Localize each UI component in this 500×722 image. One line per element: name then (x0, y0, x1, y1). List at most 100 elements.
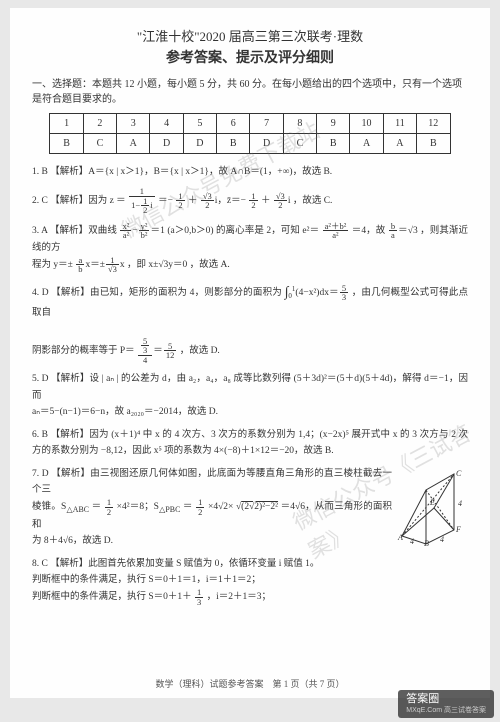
cell: C (83, 134, 116, 154)
fraction: 12 (176, 192, 184, 210)
fraction: 12 (105, 498, 113, 516)
fraction: 512 (164, 342, 177, 360)
title-line1: "江淮十校"2020 届高三第三次联考·理数 (32, 26, 468, 45)
q-text: 【解析】因为 z ＝ (50, 196, 125, 206)
question-2: 2. C 【解析】因为 z ＝ 11−12i ＝− 12 ＋ √32i，z̄＝−… (32, 187, 468, 215)
title-line2: 参考答案、提示及评分细则 (32, 47, 468, 67)
cell: 3 (117, 114, 150, 134)
fraction: 13 (195, 588, 203, 606)
cell: 9 (317, 114, 350, 134)
question-1: 1. B 【解析】A＝{x | x＞1}，B＝{x | x＞1}，故 A∩B＝(… (32, 164, 468, 180)
q-text: ，故选 D. (180, 346, 220, 356)
diagram-label: 4 (440, 535, 444, 544)
logo-text: 答案圈 (406, 693, 439, 705)
diagram-label: B (424, 539, 429, 546)
fraction: 1√3 (106, 256, 119, 274)
q-text: 【解析】因为 (x＋1)⁴ 中 x 的 4 次方、3 次方的系数分别为 1,4；… (32, 430, 468, 456)
q-num: 1. B (32, 167, 48, 177)
q-text: 【解析】设 | aₙ | 的公差为 d，由 a₂，a₄，a₈ 成等比数列得 (5… (32, 374, 468, 400)
diagram-label: E (429, 498, 435, 507)
fraction: 53 (340, 284, 348, 302)
q-text: 【解析】由三视图还原几何体如图，此底面为等腰直角三角形的直三棱柱截去一个三 (32, 469, 392, 495)
cell: B (417, 134, 451, 154)
q-num: 6. B (32, 430, 48, 440)
cell: 2 (83, 114, 116, 134)
fraction: 12 (196, 498, 204, 516)
q-text: ，故选 C. (293, 196, 333, 206)
cell: B (50, 134, 83, 154)
question-6: 6. B 【解析】因为 (x＋1)⁴ 中 x 的 4 次方、3 次方的系数分别为… (32, 427, 468, 459)
fraction: y²b² (139, 222, 150, 240)
q-num: 4. D (32, 288, 49, 298)
cell: D (250, 134, 283, 154)
page: 微信公众号免费下载站 微信公众号《三试答案》 "江淮十校"2020 届高三第三次… (10, 8, 490, 698)
diagram-label: A (397, 533, 403, 542)
question-5: 5. D 【解析】设 | aₙ | 的公差为 d，由 a₂，a₄，a₈ 成等比数… (32, 371, 468, 419)
q-text: 程为 y＝± (32, 260, 73, 270)
cell: B (317, 134, 350, 154)
q-text: ＝ (92, 503, 102, 513)
cell: 4 (150, 114, 183, 134)
fraction: ba (389, 222, 397, 240)
q-text: ＝ (183, 503, 193, 513)
question-3: 3. A 【解析】双曲线 x²a²−y²b²＝1 (a＞0,b＞0) 的离心率是… (32, 222, 468, 274)
fraction: 11−12i (129, 187, 155, 215)
cell: C (283, 134, 316, 154)
section-1-heading: 一、选择题：本题共 12 小题，每小题 5 分，共 60 分。在每小题给出的四个… (32, 77, 468, 107)
cell: A (117, 134, 150, 154)
q-text: ＝4，故 (352, 226, 386, 236)
diagram-label: C (456, 469, 462, 478)
cell: 11 (383, 114, 416, 134)
q-text: ，i＝2＋1＝3； (207, 593, 271, 603)
q-num: 3. A (32, 226, 47, 236)
table-row: 1 2 3 4 5 6 7 8 9 10 11 12 (50, 114, 450, 134)
q-text: ，即 x±√3y＝0 ，故选 A. (127, 260, 230, 270)
fraction: a²＋b²a² (323, 222, 349, 240)
q-num: 5. D (32, 374, 49, 384)
q-text: aₙ＝5−(n−1)＝6−n，故 a₂₀₂₀＝−2014，故选 D. (32, 407, 218, 417)
cell: B (217, 134, 250, 154)
cell: A (383, 134, 416, 154)
cell: D (183, 134, 216, 154)
fraction: √32 (201, 192, 214, 210)
cell: 12 (417, 114, 451, 134)
q-num: 8. C (32, 559, 48, 569)
cell: 10 (350, 114, 383, 134)
diagram-label: 4 (410, 537, 414, 546)
q-text: 为 8＋4√6，故选 D. (32, 536, 113, 546)
fraction: 12 (249, 192, 257, 210)
question-8: 8. C 【解析】此图首先依累加变量 S 赋值为 0，依循环变量 i 赋值 1。… (32, 556, 468, 606)
page-footer: 数学（理科）试题参考答案 第 1 页（共 7 页） (10, 677, 490, 690)
cell: A (350, 134, 383, 154)
answer-table: 1 2 3 4 5 6 7 8 9 10 11 12 B C A D D B D… (49, 113, 450, 154)
fraction: x²a² (120, 222, 131, 240)
fraction: 534 (138, 337, 152, 365)
q-num: 7. D (32, 469, 49, 479)
q-text: ×4√2× (208, 503, 233, 513)
question-4: 4. D 【解析】由已知，矩形的面积为 4，则影部分的面积为 ∫01(4−x²)… (32, 281, 468, 365)
q-text: 【解析】双曲线 (50, 226, 117, 236)
fraction: ab (76, 256, 84, 274)
q-text: 【解析】A＝{x | x＞1}，B＝{x | x＞1}，故 A∩B＝(1，+∞)… (50, 167, 332, 177)
geometry-diagram: A B C E F 4 4 4 (396, 468, 468, 546)
cell: D (150, 134, 183, 154)
q-num: 2. C (32, 196, 48, 206)
cell: 5 (183, 114, 216, 134)
subscript: △ABC (66, 505, 89, 514)
fraction: √32 (274, 192, 287, 210)
cell: 1 (50, 114, 83, 134)
question-7: A B C E F 4 4 4 7. D 【解析】由三视图还原几何体如图，此底面… (32, 466, 468, 549)
q-text: 的离心率是 2，可知 e²＝ (216, 226, 319, 236)
cell: 8 (283, 114, 316, 134)
q-text: 【解析】此图首先依累加变量 S 赋值为 0，依循环变量 i 赋值 1。 (50, 559, 319, 569)
table-row: B C A D D B D C B A A B (50, 134, 450, 154)
q-text: 阴影部分的概率等于 P＝ (32, 346, 135, 356)
subscript: △PBC (159, 505, 180, 514)
cell: 6 (217, 114, 250, 134)
q-text: ×4²＝8；S (117, 503, 159, 513)
q-text: 判断框中的条件满足，执行 S＝0＋1＝1，i＝1＋1＝2； (32, 575, 261, 585)
cell: 7 (250, 114, 283, 134)
diagram-label: 4 (458, 499, 462, 508)
q-text: 棱锥。S (32, 503, 66, 513)
q-text: 判断框中的条件满足，执行 S＝0＋1＋ (32, 593, 192, 603)
